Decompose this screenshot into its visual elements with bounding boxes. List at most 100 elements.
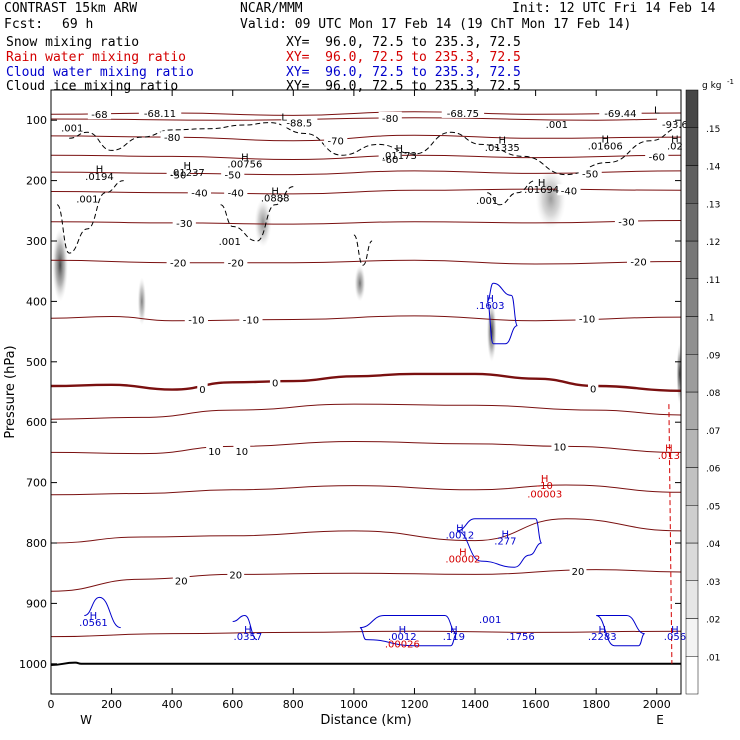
label-bg xyxy=(324,134,348,146)
label-bg xyxy=(172,574,190,586)
temperature-label: -10 xyxy=(243,316,259,327)
label-bg xyxy=(160,131,184,143)
temperature-contour xyxy=(51,569,681,592)
temperature-label: -60 xyxy=(649,152,665,163)
cloud-water-max-value: .0561 xyxy=(79,618,108,629)
temperature-contour xyxy=(51,484,681,496)
field-cloudwater-name: Cloud water mixing ratio xyxy=(6,65,194,80)
colorbar-label: .14 xyxy=(706,163,721,173)
cloud-ice-contour xyxy=(353,234,373,266)
cloud-ice-max-value: .01694 xyxy=(524,185,559,196)
cloud-ice-contour xyxy=(487,180,536,206)
surface-pressure-line xyxy=(51,661,681,666)
colorbar: .01 .02 .03 .04 .05 .06 .07 .08 .09 .1 .11 .12 .13 .1… xyxy=(685,78,734,695)
temperature-label: -20 xyxy=(630,258,646,269)
colorbar-label: .07 xyxy=(706,427,720,437)
temperature-contours xyxy=(51,111,681,666)
snow-blob xyxy=(535,168,566,229)
temperature-label: 0 xyxy=(272,378,278,389)
temperature-contour xyxy=(51,170,681,176)
temperature-label: 10 xyxy=(553,442,566,453)
temperature-contour xyxy=(51,440,681,455)
cloud-ice-max-value: .02 xyxy=(667,142,683,153)
label-bg xyxy=(269,376,281,388)
field-snow-xy: XY= 96.0, 72.5 to 235.3, 72.5 xyxy=(286,35,521,50)
temperature-contour xyxy=(51,630,681,638)
cloud-ice-max-marker: H xyxy=(96,165,104,176)
label-bg xyxy=(569,564,587,576)
snow-shading xyxy=(52,168,681,405)
colorbar-cell xyxy=(685,580,699,619)
cloud-ice-contour xyxy=(69,122,681,176)
cloud-water-contour xyxy=(486,282,518,345)
colorbar-cell xyxy=(685,391,699,430)
y-tick-label: 300 xyxy=(26,235,47,248)
y-tick-label: 1000 xyxy=(19,658,47,671)
cloud-water-max-marker: H xyxy=(486,294,494,305)
temperature-label: -60 xyxy=(382,155,398,166)
rain-max-value: .00003 xyxy=(527,489,562,500)
cloud-ice-label: .001 xyxy=(61,123,83,134)
label-bg xyxy=(206,445,223,457)
temperature-contour xyxy=(51,259,681,265)
rain-max-marker: H xyxy=(459,547,467,558)
cloud-water-max-marker: H xyxy=(450,625,458,636)
temperature-label: 0 xyxy=(590,384,596,395)
cloud-water-contour xyxy=(456,518,543,568)
model-title: CONTRAST 15km ARW xyxy=(4,1,138,16)
cloud-ice-max-marker: H xyxy=(271,186,279,197)
rain-max-value: -10 xyxy=(537,481,553,492)
x-tick-label: 1000 xyxy=(340,698,368,711)
rain-max-marker: H xyxy=(541,474,549,485)
label-bg xyxy=(224,186,248,198)
temperature-label: -40 xyxy=(191,189,207,200)
valid-time: Valid: 09 UTC Mon 17 Feb 14 (19 ChT Mon … xyxy=(240,17,632,32)
field-snow-name: Snow mixing ratio xyxy=(6,35,140,50)
init-time: Init: 12 UTC Fri 14 Feb 14 xyxy=(512,1,716,16)
contour-labels: -68 -68.11 -68.75 -69.44 -80 -88.5 -93.6 -80 -70… xyxy=(61,105,693,650)
axes: 0 200 400 600 800 1000 1200 1400 1600 1800 2000100… xyxy=(19,90,681,711)
cloud-water-max-marker: H xyxy=(598,625,606,636)
cloud-ice-max-value: .01335 xyxy=(485,143,520,154)
cloud-ice-contour xyxy=(56,180,124,254)
temperature-label: -50 xyxy=(225,171,241,182)
temperature-label: 20 xyxy=(229,570,242,581)
temperature-label: -10 xyxy=(579,314,595,325)
y-tick-label: 200 xyxy=(26,175,47,188)
label-bg xyxy=(281,116,318,128)
colorbar-label: .02 xyxy=(706,616,720,626)
temperature-label: -80 xyxy=(382,114,398,125)
label-bg xyxy=(227,568,245,580)
east-label: E xyxy=(656,713,664,727)
colorbar-cell xyxy=(685,354,699,393)
snow-blob xyxy=(254,198,272,248)
y-tick-label: 100 xyxy=(26,114,47,127)
x-tick-label: 1800 xyxy=(582,698,610,711)
y-tick-label: 400 xyxy=(26,295,47,308)
fcst-value: 69 h xyxy=(62,17,94,32)
cloud-water-max-value: .2283 xyxy=(588,632,617,643)
west-label: W xyxy=(80,713,92,727)
colorbar-cell xyxy=(685,542,699,581)
y-tick-label: 800 xyxy=(26,537,47,550)
colorbar-cell xyxy=(685,316,699,355)
rain-max-marker: H xyxy=(665,444,673,455)
temperature-contour xyxy=(51,220,681,225)
label-bg xyxy=(184,313,208,325)
temperature-label: -70 xyxy=(328,137,344,148)
colorbar-label: .11 xyxy=(706,276,720,286)
colorbar-label: .12 xyxy=(706,238,720,248)
temperature-label: -68 xyxy=(91,110,107,121)
label-bg xyxy=(614,215,639,227)
temperature-label: 10 xyxy=(208,447,221,458)
cloud-ice-max-value: .0888 xyxy=(261,194,290,205)
colorbar-unit-exponent: -1 xyxy=(727,78,734,86)
temperature-label: -68.11 xyxy=(144,109,176,120)
label-bg xyxy=(441,106,485,118)
colorbar-label: .03 xyxy=(706,578,720,588)
cloud-water-contour xyxy=(84,596,121,629)
rain-max-value: .013 xyxy=(658,451,680,462)
x-tick-label: 1200 xyxy=(400,698,428,711)
cloud-water-max-value: .1603 xyxy=(476,301,505,312)
cloud-ice-max-marker: L xyxy=(281,113,287,124)
